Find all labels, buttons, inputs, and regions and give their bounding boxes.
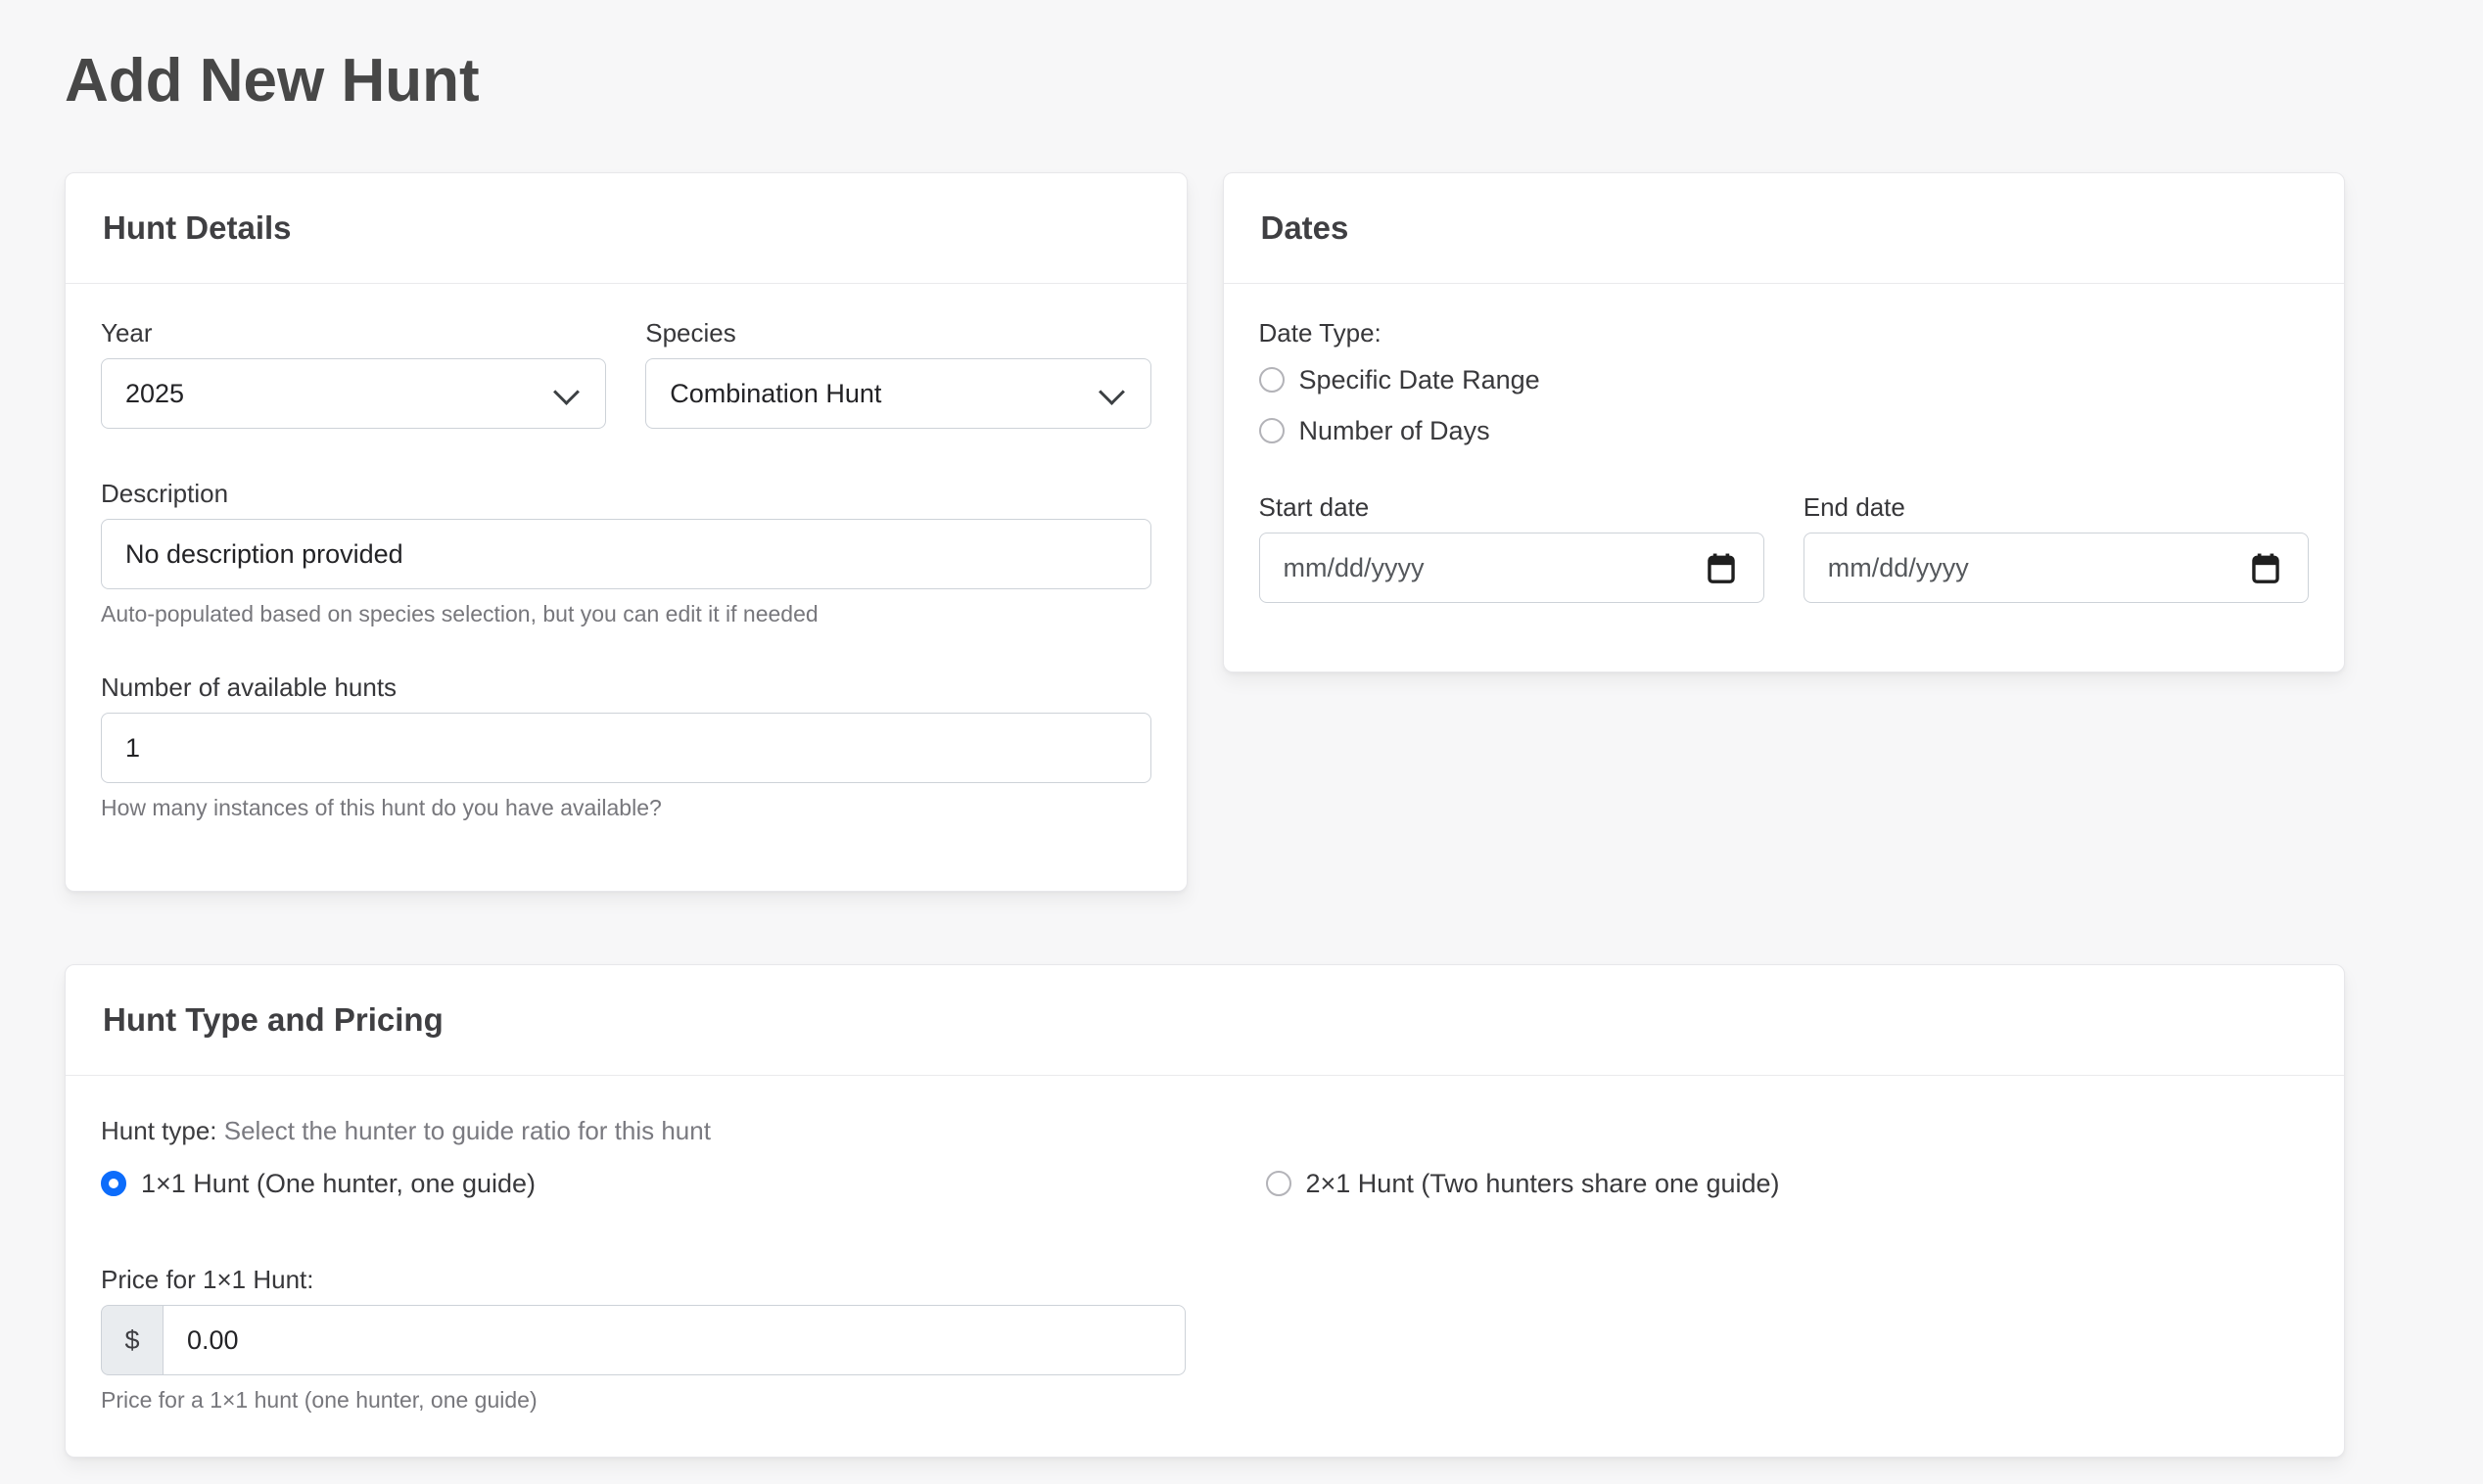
radio-label-1x1-hunt[interactable]: 1×1 Hunt (One hunter, one guide) <box>141 1168 537 1198</box>
available-hunts-help-text: How many instances of this hunt do you h… <box>101 795 662 820</box>
description-label: Description <box>101 479 229 508</box>
radio-number-of-days[interactable] <box>1258 418 1285 443</box>
species-select-value: Combination Hunt <box>670 378 882 408</box>
start-date-placeholder: mm/dd/yyyy <box>1283 552 1425 582</box>
top-cards-row: Hunt Details Year 2025 Species Combinati… <box>65 172 2345 892</box>
dates-body: Date Type: Specific Date Range Number of… <box>1224 284 2345 672</box>
hunt-type-line: Hunt type: Select the hunter to guide ra… <box>101 1115 2309 1146</box>
price-input-group: $ <box>101 1305 1186 1375</box>
description-help-text: Auto-populated based on species selectio… <box>101 601 819 626</box>
end-date-placeholder: mm/dd/yyyy <box>1827 552 1969 582</box>
available-hunts-label: Number of available hunts <box>101 672 398 702</box>
chevron-down-icon <box>553 379 581 405</box>
end-date-label: End date <box>1803 492 1905 522</box>
hunt-type-option-2x1[interactable]: 2×1 Hunt (Two hunters share one guide) <box>1205 1158 2310 1209</box>
currency-prefix: $ <box>101 1305 164 1375</box>
calendar-icon[interactable] <box>2249 550 2282 585</box>
price-1x1-input[interactable] <box>163 1305 1186 1375</box>
hunt-type-pricing-body: Hunt type: Select the hunter to guide ra… <box>66 1076 2344 1457</box>
species-label: Species <box>645 318 736 348</box>
date-type-option-number-of-days[interactable]: Number of Days <box>1258 405 2310 456</box>
species-select[interactable]: Combination Hunt <box>645 358 1151 429</box>
radio-label-2x1-hunt[interactable]: 2×1 Hunt (Two hunters share one guide) <box>1305 1168 1780 1198</box>
radio-label-number-of-days[interactable]: Number of Days <box>1298 415 1490 445</box>
radio-2x1-hunt[interactable] <box>1265 1171 1291 1196</box>
date-type-label: Date Type: <box>1258 318 1382 348</box>
year-label: Year <box>101 318 153 348</box>
start-date-input[interactable]: mm/dd/yyyy <box>1258 533 1764 603</box>
hunt-details-header: Hunt Details <box>66 173 1187 284</box>
start-date-label: Start date <box>1258 492 1370 522</box>
hunt-type-options: 1×1 Hunt (One hunter, one guide) 2×1 Hun… <box>101 1158 2309 1209</box>
hunt-details-body: Year 2025 Species Combination Hunt <box>66 284 1187 891</box>
available-hunts-input[interactable] <box>101 713 1151 783</box>
hunt-type-option-1x1[interactable]: 1×1 Hunt (One hunter, one guide) <box>101 1158 1205 1209</box>
end-date-input[interactable]: mm/dd/yyyy <box>1803 533 2309 603</box>
hunt-type-help-text: Select the hunter to guide ratio for thi… <box>223 1116 711 1145</box>
dates-card: Dates Date Type: Specific Date Range Num… <box>1222 172 2345 672</box>
price-1x1-help-text: Price for a 1×1 hunt (one hunter, one gu… <box>101 1387 538 1413</box>
hunt-type-label: Hunt type: <box>101 1116 217 1145</box>
hunt-type-pricing-header: Hunt Type and Pricing <box>66 965 2344 1076</box>
calendar-icon[interactable] <box>1705 550 1738 585</box>
description-input[interactable] <box>101 519 1151 589</box>
hunt-type-pricing-card: Hunt Type and Pricing Hunt type: Select … <box>65 964 2345 1458</box>
price-1x1-label: Price for 1×1 Hunt: <box>101 1265 314 1294</box>
hunt-details-card: Hunt Details Year 2025 Species Combinati… <box>65 172 1188 892</box>
date-type-option-specific-range[interactable]: Specific Date Range <box>1258 354 2310 405</box>
dates-header: Dates <box>1223 173 2344 284</box>
page-title: Add New Hunt <box>65 47 480 115</box>
year-select[interactable]: 2025 <box>101 358 607 429</box>
chevron-down-icon <box>1098 379 1125 405</box>
radio-1x1-hunt[interactable] <box>101 1171 126 1196</box>
radio-label-specific-date-range[interactable]: Specific Date Range <box>1298 364 1540 394</box>
radio-specific-date-range[interactable] <box>1258 367 1285 393</box>
year-select-value: 2025 <box>125 378 185 408</box>
